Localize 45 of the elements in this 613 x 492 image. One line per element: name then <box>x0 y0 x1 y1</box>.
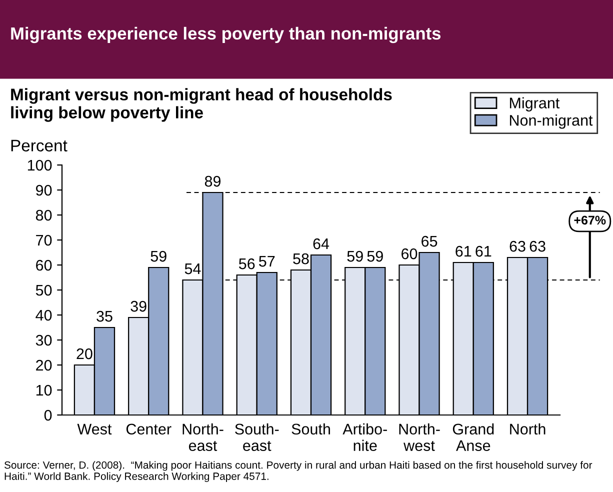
x-tick-label: Grand Anse <box>452 423 494 452</box>
data-label: 56 <box>238 258 255 270</box>
chart-title: Migrants experience less poverty than non-migrants <box>11 26 441 44</box>
x-tick-label: Center <box>126 424 172 435</box>
data-label: 59 <box>347 250 363 262</box>
y-tick-label: 60 <box>36 260 52 271</box>
y-tick-label: 80 <box>36 210 52 221</box>
text: +67% <box>574 216 606 225</box>
y-tick-label: 0 <box>44 410 52 421</box>
data-label: 60 <box>402 248 418 260</box>
x-tick-label: North- west <box>399 423 440 452</box>
y-tick-label: 70 <box>36 234 52 246</box>
data-label: 59 <box>150 250 166 262</box>
x-tick-label: North- east <box>182 423 224 452</box>
y-tick-label: 30 <box>36 334 52 346</box>
x-tick-label: Artibo- nite <box>342 423 387 452</box>
y-axis-title: Percent <box>11 140 68 152</box>
y-tick-label: 10 <box>36 384 52 396</box>
legend-label: Migrant <box>510 97 560 112</box>
chart-subtitle: Migrant versus non-migrant head of households living below poverty line <box>11 88 392 122</box>
x-tick-label: South <box>292 423 330 435</box>
data-label: 20 <box>76 348 92 360</box>
y-tick-label: 20 <box>36 360 52 371</box>
data-label: 61 <box>456 246 472 257</box>
legend-label: Non-migrant <box>510 114 593 129</box>
data-label: 57 <box>259 256 275 267</box>
x-tick-label: West <box>77 424 112 435</box>
data-label: 54 <box>184 264 201 274</box>
y-tick-label: 50 <box>36 284 52 296</box>
data-label: 39 <box>130 300 146 312</box>
data-label: 65 <box>422 236 438 247</box>
y-tick-label: 100 <box>28 160 52 171</box>
data-label: 61 <box>476 246 492 257</box>
data-label: 64 <box>313 238 330 250</box>
x-tick-label: North <box>510 423 546 435</box>
data-label: 35 <box>96 310 112 322</box>
y-tick-label: 40 <box>36 310 52 321</box>
x-tick-label: South- east <box>235 423 279 452</box>
data-label: 58 <box>293 253 309 264</box>
data-label: 59 <box>367 250 383 262</box>
y-tick-label: 90 <box>36 184 52 196</box>
source-note: Source: Verner, D. (2008). “Making poor Haitians count. Poverty in rural and urban Haiti based on the first household survey for Haiti.” World Bank. Policy Research Working Paper 4571. <box>4 461 592 482</box>
data-label: 89 <box>204 176 221 187</box>
data-label: 63 <box>510 240 526 252</box>
data-label: 63 <box>530 240 546 252</box>
